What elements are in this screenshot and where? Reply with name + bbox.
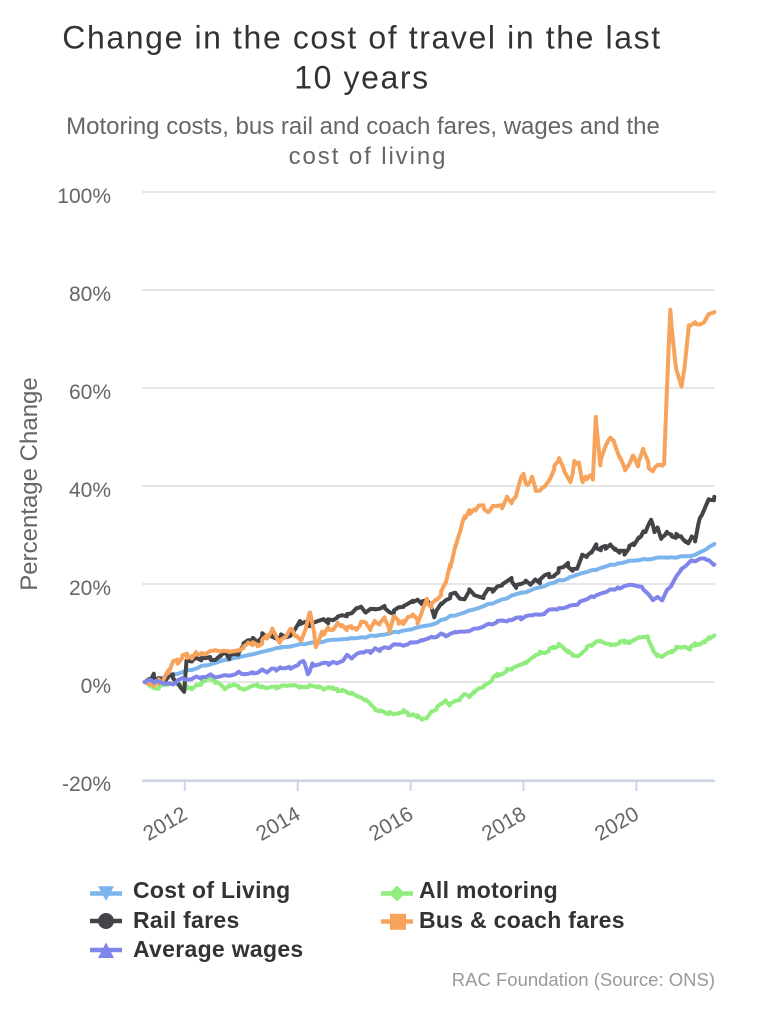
svg-text:Average wages: Average wages: [133, 936, 304, 962]
svg-text:RAC Foundation (Source: ONS): RAC Foundation (Source: ONS): [452, 969, 715, 990]
svg-text:80%: 80%: [69, 283, 111, 306]
svg-text:Cost of Living: Cost of Living: [133, 877, 291, 903]
svg-text:Motoring costs, bus rail and c: Motoring costs, bus rail and coach fares…: [66, 113, 660, 140]
svg-text:Bus & coach fares: Bus & coach fares: [419, 907, 625, 933]
svg-text:100%: 100%: [57, 185, 111, 208]
svg-text:10 years: 10 years: [294, 60, 430, 96]
svg-text:Change in the cost of travel i: Change in the cost of travel in the last: [62, 20, 661, 56]
svg-text:60%: 60%: [69, 381, 111, 404]
svg-text:20%: 20%: [69, 577, 111, 600]
svg-text:0%: 0%: [81, 675, 111, 698]
svg-text:Percentage Change: Percentage Change: [16, 377, 43, 591]
svg-text:All motoring: All motoring: [419, 877, 558, 903]
svg-text:cost of living: cost of living: [289, 143, 448, 170]
svg-text:40%: 40%: [69, 479, 111, 502]
svg-text:-20%: -20%: [62, 773, 111, 796]
svg-text:Rail fares: Rail fares: [133, 907, 240, 933]
